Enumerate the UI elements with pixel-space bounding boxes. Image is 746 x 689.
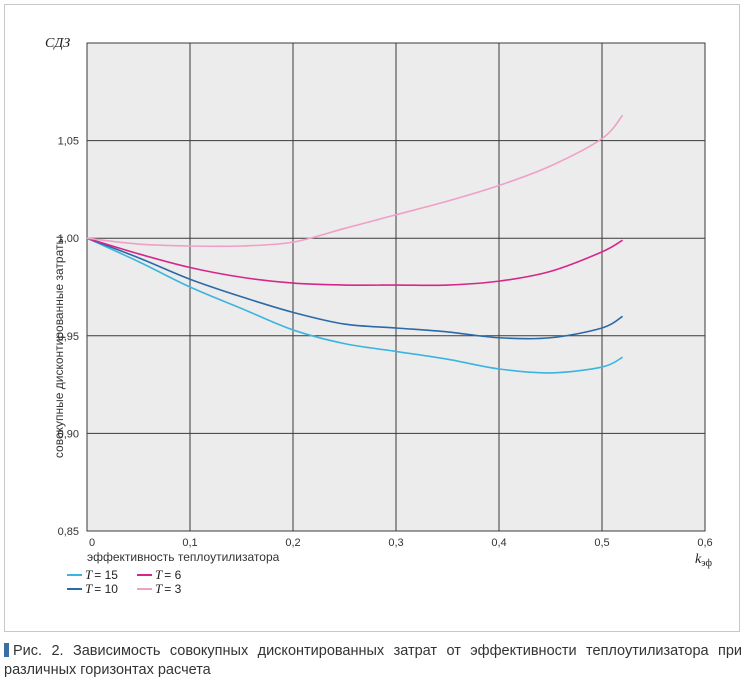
y-tick-label: 0,90 — [58, 428, 79, 440]
legend-label: T = 3 — [155, 581, 182, 596]
legend-label: T = 15 — [85, 567, 118, 582]
legend-symbol: T — [155, 567, 163, 582]
figure-caption: Рис. 2. Зависимость совокупных дисконтир… — [4, 642, 742, 680]
y-tick-label: 1,05 — [58, 136, 79, 148]
y-tick-label: 0,85 — [58, 526, 79, 538]
y-axis-label: совокупные дисконтированные затраты — [52, 236, 66, 458]
x-tick-label: 0,1 — [182, 537, 197, 549]
grid — [86, 42, 706, 532]
y-axis-symbol: СДЗ — [45, 36, 70, 51]
series-line-t-3 — [86, 114, 624, 248]
chart: 0 0,1 0,2 0,3 0,4 0,5 0,60,850,900,951,001,05 … — [45, 36, 713, 596]
series-line-t-10 — [86, 237, 624, 340]
x-tick-label: 0,3 — [388, 537, 403, 549]
legend: T = 15 T = 6T = 10 T = 3 — [67, 567, 182, 596]
legend-value: = 10 — [94, 582, 118, 596]
legend-value: = 15 — [94, 568, 118, 582]
legend-value: = 3 — [164, 582, 181, 596]
series-line-t-15 — [86, 237, 623, 374]
x-axis-symbol-k: k — [695, 552, 702, 567]
caption-text: Рис. 2. Зависимость совокупных дисконтир… — [4, 643, 742, 678]
tick-labels: 0 0,1 0,2 0,3 0,4 0,5 0,6 0,85 0,90 0,95 1,00 1,05 — [58, 136, 713, 549]
x-tick-label: 0,2 — [285, 537, 300, 549]
x-tick-label: 0,5 — [594, 537, 609, 549]
legend-value: = 6 — [164, 568, 181, 582]
x-tick-label: 0 — [89, 537, 95, 549]
figure-frame: 0 0,1 0,2 0,3 0,4 0,5 0,6 0,85 0,90 0,95 1,00 1,05 … — [4, 4, 740, 632]
y-tick-label: 0,95 — [58, 331, 79, 343]
legend-symbol: T — [155, 581, 163, 596]
series-line-t-6 — [86, 237, 624, 287]
caption-marker — [4, 643, 9, 657]
legend-label: T = 6 — [155, 567, 182, 582]
x-axis-symbol-subscript: эф — [701, 558, 712, 569]
legend-label: T = 10 — [85, 581, 118, 596]
x-axis-label: эффективность теплоутилизатора — [87, 550, 280, 564]
y-tick-label: 1,00 — [58, 233, 79, 245]
legend-symbol: T — [85, 567, 93, 582]
x-axis-symbol: kэф — [695, 552, 712, 569]
legend-symbol: T — [85, 581, 93, 596]
series-lines — [86, 114, 624, 374]
x-tick-label: 0,4 — [491, 537, 506, 549]
x-tick-label: 0,6 — [697, 537, 712, 549]
